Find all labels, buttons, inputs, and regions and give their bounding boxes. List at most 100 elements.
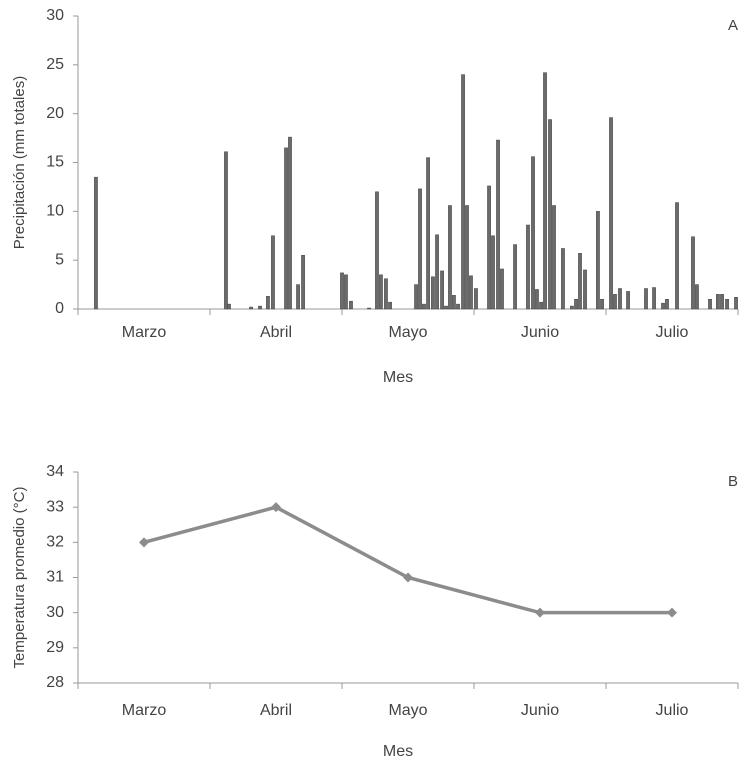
bar — [552, 205, 556, 310]
bar — [574, 298, 578, 310]
bar — [526, 224, 530, 310]
marker — [271, 502, 281, 513]
y-tick-label: 29 — [46, 639, 64, 656]
bar — [600, 298, 604, 310]
y-tick-label: 10 — [46, 203, 64, 220]
bar — [388, 301, 392, 310]
bar — [596, 211, 600, 310]
bar — [609, 117, 613, 310]
bar — [414, 284, 418, 310]
bar — [384, 278, 388, 310]
bar — [227, 303, 231, 310]
bar — [288, 136, 292, 310]
bar — [426, 157, 430, 310]
bar — [708, 298, 712, 310]
bar — [487, 185, 491, 310]
bar — [561, 248, 565, 310]
bar — [422, 303, 426, 310]
y-tick-label: 28 — [46, 674, 64, 691]
bar — [224, 151, 228, 310]
marker — [403, 572, 413, 583]
y-tick-label: 25 — [46, 56, 64, 73]
panel-label: B — [728, 473, 738, 490]
bar — [456, 303, 460, 310]
bar — [284, 147, 288, 310]
y-tick-label: 20 — [46, 105, 64, 122]
bar — [583, 269, 587, 310]
y-tick-label: 0 — [55, 300, 64, 317]
bar — [349, 300, 353, 310]
bar — [652, 287, 656, 310]
bar — [626, 291, 630, 310]
bar — [271, 235, 275, 310]
y-tick-label: 32 — [46, 534, 64, 551]
y-axis-title: Temperatura promedio (°C) — [11, 487, 28, 669]
bar — [644, 288, 648, 310]
bar — [613, 294, 617, 310]
bar — [296, 284, 300, 310]
bar — [474, 288, 478, 310]
y-axis-title: Precipitación (mm totales) — [11, 76, 28, 249]
x-tick-label: Junio — [521, 702, 559, 719]
bar — [716, 294, 720, 310]
panel-label: A — [728, 17, 738, 34]
x-axis-title: Mes — [383, 369, 413, 386]
bar — [539, 301, 543, 310]
bar — [249, 306, 253, 310]
bar — [548, 119, 552, 310]
bar — [491, 235, 495, 310]
bar — [435, 234, 439, 310]
y-tick-label: 30 — [46, 7, 64, 24]
marker — [139, 537, 149, 548]
bar — [367, 307, 371, 310]
bar — [94, 176, 98, 310]
x-tick-label: Junio — [521, 324, 559, 341]
bar — [465, 205, 469, 310]
y-tick-label: 33 — [46, 498, 64, 515]
bar — [618, 288, 622, 310]
y-tick-label: 15 — [46, 154, 64, 171]
bar — [440, 270, 444, 310]
x-tick-label: Abril — [260, 324, 292, 341]
bar — [513, 244, 517, 310]
bar — [344, 274, 348, 310]
bar — [448, 205, 452, 310]
bar — [570, 305, 574, 310]
x-tick-label: Abril — [260, 702, 292, 719]
bar — [431, 276, 435, 310]
x-axis-title: Mes — [383, 743, 413, 760]
y-tick-label: 31 — [46, 569, 64, 586]
bar — [500, 268, 504, 310]
x-tick-label: Mayo — [388, 702, 427, 719]
bar — [496, 139, 500, 310]
bar — [375, 191, 379, 310]
bar — [734, 297, 738, 310]
bar — [720, 294, 724, 310]
bar — [444, 305, 448, 310]
y-tick-label: 34 — [46, 463, 64, 480]
bar — [452, 295, 456, 310]
bar — [675, 202, 679, 310]
bar — [661, 302, 665, 310]
bar — [469, 275, 473, 310]
bar — [461, 74, 465, 310]
bar — [531, 156, 535, 310]
line — [143, 505, 672, 615]
bar — [543, 72, 547, 310]
y-tick-label: 30 — [46, 604, 64, 621]
bar — [691, 236, 695, 310]
bar — [665, 298, 669, 310]
bar — [340, 272, 344, 310]
bar — [695, 284, 699, 310]
bar — [301, 255, 305, 310]
y-tick-label: 5 — [55, 251, 64, 268]
bar — [266, 296, 270, 310]
x-tick-label: Marzo — [122, 324, 167, 341]
x-tick-label: Julio — [656, 324, 689, 341]
bar — [379, 274, 383, 310]
bar — [725, 298, 729, 310]
marker — [535, 607, 545, 618]
bar — [418, 188, 422, 310]
bar — [578, 253, 582, 310]
